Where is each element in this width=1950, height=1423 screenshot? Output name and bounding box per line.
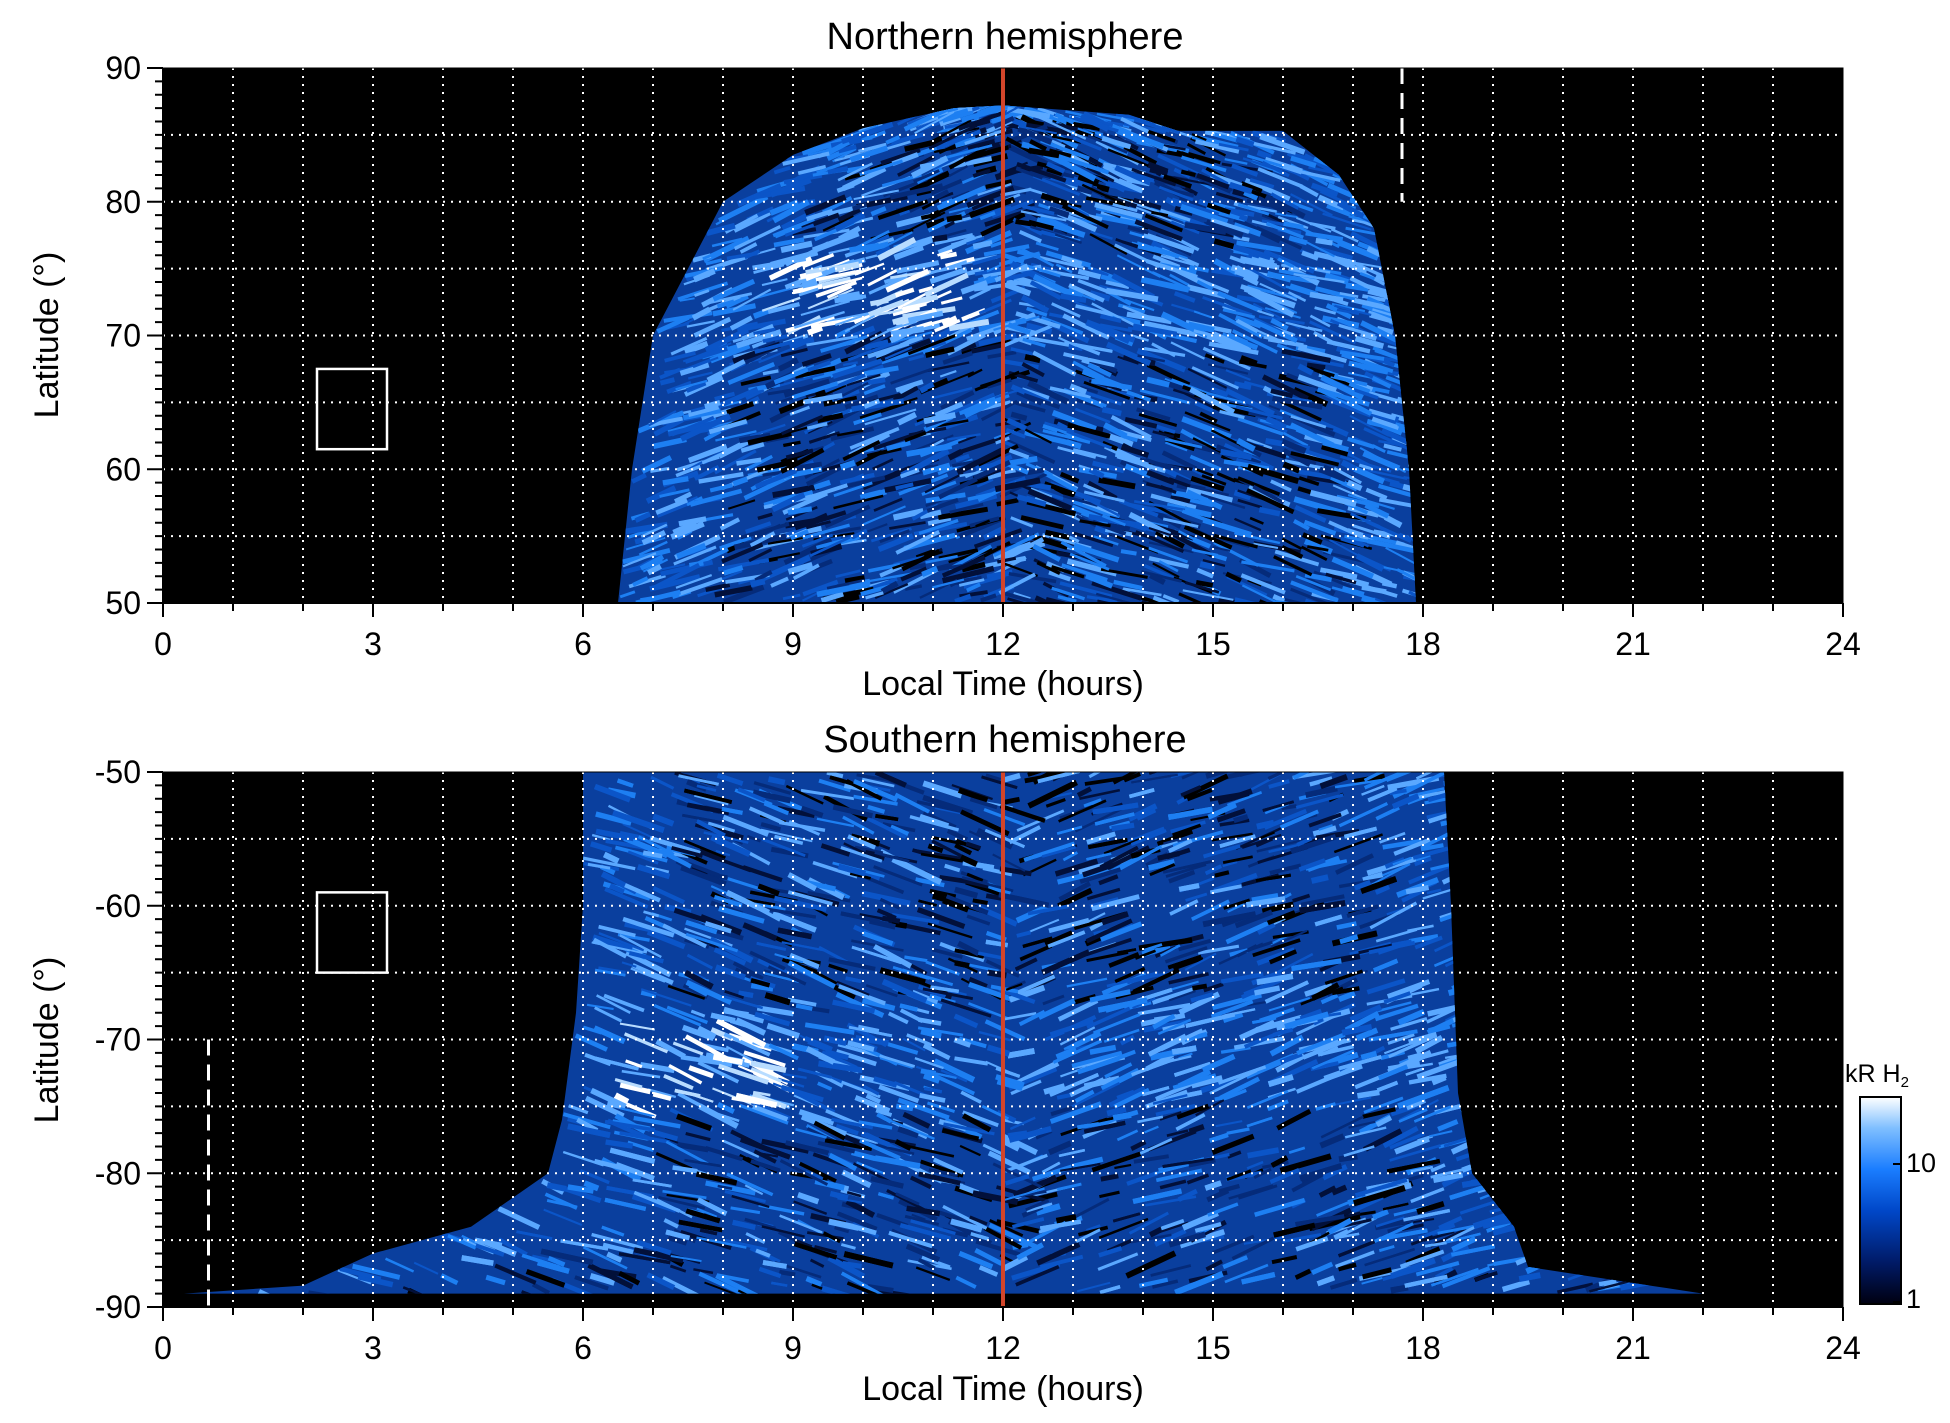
- south-y-axis-label: Latitude (°): [28, 957, 66, 1124]
- colorbar-tick-label-1: 1: [1906, 1284, 1921, 1314]
- south-axes: 0 3 6 9 12 15 18 21 24 -90 -80 -70 -60 -50: [95, 754, 1861, 1366]
- south-x-tick-label: 12: [985, 1330, 1021, 1366]
- south-y-tick-label: -70: [95, 1022, 141, 1058]
- south-x-tick-label: 18: [1405, 1330, 1441, 1366]
- north-panel: Northern hemisphere 0 3 6 9 12 15 18 21 24 50 60 70…: [28, 16, 1861, 703]
- south-x-tick-label: 9: [784, 1330, 802, 1366]
- colorbar-tick-label-10: 10: [1906, 1148, 1936, 1178]
- south-y-tick-label: -60: [95, 888, 141, 924]
- south-markers: [207, 772, 1005, 1307]
- north-x-tick-label: 6: [574, 626, 592, 662]
- north-axes: 0 3 6 9 12 15 18 21 24 50 60 70 80 90: [105, 50, 1860, 662]
- south-reference-box: [315, 891, 389, 974]
- north-emission-texture: [619, 105, 1416, 604]
- north-x-tick-label: 21: [1615, 626, 1651, 662]
- south-y-tick-label: -80: [95, 1155, 141, 1191]
- south-x-tick-label: 6: [574, 1330, 592, 1366]
- north-x-tick-label: 15: [1195, 626, 1231, 662]
- south-x-tick-label: 21: [1615, 1330, 1651, 1366]
- south-emission-layer: [184, 772, 1703, 1294]
- north-x-tick-label: 24: [1825, 626, 1861, 662]
- north-plot-frame: [162, 67, 1844, 604]
- north-x-tick-label: 9: [784, 626, 802, 662]
- south-y-tick-label: -50: [95, 754, 141, 790]
- north-x-axis-label: Local Time (hours): [862, 665, 1144, 703]
- south-x-tick-label: 15: [1195, 1330, 1231, 1366]
- north-x-tick-label: 18: [1405, 626, 1441, 662]
- north-y-tick-label: 50: [105, 585, 141, 621]
- north-x-tick-label: 3: [364, 626, 382, 662]
- north-y-tick-label: 60: [105, 451, 141, 487]
- south-emission-texture: [257, 772, 1667, 1294]
- north-title: Northern hemisphere: [827, 16, 1184, 58]
- north-y-tick-label: 70: [105, 318, 141, 354]
- colorbar-gradient: [1859, 1096, 1902, 1305]
- south-x-tick-label: 24: [1825, 1330, 1861, 1366]
- north-x-tick-label: 12: [985, 626, 1021, 662]
- north-emission-layer: [618, 105, 1416, 604]
- colorbar: kR H2 10 1: [1845, 1060, 1936, 1314]
- colorbar-label: kR H2: [1845, 1060, 1909, 1091]
- south-panel: Southern hemisphere 0 3 6 9 12 15 18 21 24 -90 -80…: [28, 719, 1861, 1408]
- south-y-tick-label: -90: [95, 1289, 141, 1325]
- north-y-tick-label: 80: [105, 184, 141, 220]
- south-x-tick-label: 3: [364, 1330, 382, 1366]
- north-x-tick-label: 0: [154, 626, 172, 662]
- north-markers: [315, 68, 1404, 603]
- south-plot-frame: [162, 771, 1844, 1308]
- north-y-axis-label: Latitude (°): [28, 252, 66, 419]
- north-y-tick-label: 90: [105, 50, 141, 86]
- south-x-tick-label: 0: [154, 1330, 172, 1366]
- south-x-axis-label: Local Time (hours): [862, 1370, 1144, 1408]
- south-title: Southern hemisphere: [823, 719, 1186, 761]
- north-reference-box: [315, 367, 389, 451]
